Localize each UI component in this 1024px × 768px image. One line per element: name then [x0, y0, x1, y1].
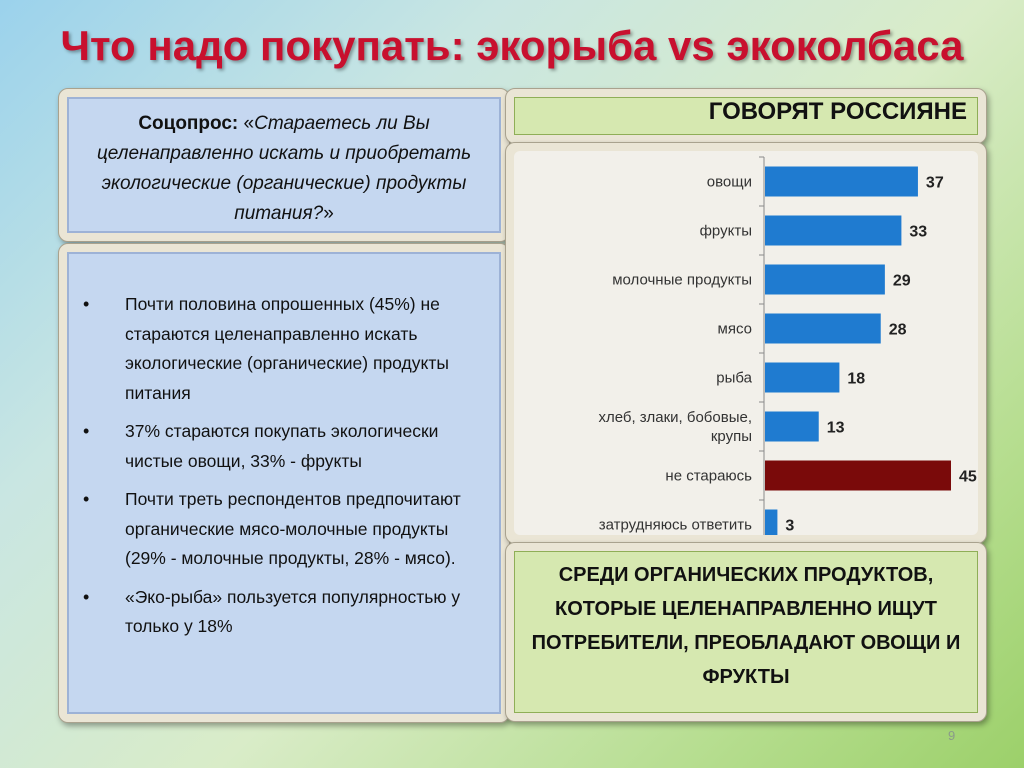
bar: [765, 166, 918, 197]
bar-chart: 37 овощи 33 фрукты 29 молочные продукты 28 мясо…: [598, 156, 977, 550]
chart-frame: 37 овощи 33 фрукты 29 молочные продукты 28 мясо…: [505, 142, 987, 550]
bar-value-label: 37: [926, 175, 944, 192]
survey-label: Соцопрос:: [138, 113, 239, 134]
bar: [765, 509, 778, 540]
bar: [765, 264, 885, 295]
category-label: хлеб, злаки, бобовые, крупы: [598, 409, 752, 445]
bar-value-label: 13: [827, 420, 845, 437]
chart-area: 37 овощи 33 фрукты 29 молочные продукты 28 мясо…: [514, 151, 978, 550]
category-label: рыба: [716, 370, 752, 387]
page-number: 9: [948, 728, 956, 743]
chart-header-frame: ГОВОРЯТ РОССИЯНЕ: [505, 88, 987, 144]
category-label: овощи: [707, 174, 752, 191]
survey-frame: Соцопрос: «Стараетесь ли Вы целенаправле…: [58, 88, 510, 242]
findings-frame: Почти половина опрошенных (45%) не стара…: [58, 243, 510, 723]
bar: [765, 313, 881, 344]
findings-list: Почти половина опрошенных (45%) не стара…: [83, 290, 491, 642]
bar-value-label: 45: [959, 469, 977, 486]
survey-close-quote: »: [323, 203, 334, 224]
category-label: мясо: [718, 321, 752, 338]
slide-title: Что надо покупать: экорыба vs экоколбаса: [60, 22, 964, 69]
bar: [765, 215, 902, 246]
finding-item: 37% стараются покупать экологически чист…: [83, 417, 491, 476]
category-label: фрукты: [700, 223, 752, 240]
survey-question-box: Соцопрос: «Стараетесь ли Вы целенаправле…: [67, 97, 501, 233]
category-label: не стараюсь: [665, 468, 752, 485]
bar: [765, 411, 819, 442]
bar-value-label: 28: [889, 322, 907, 339]
bar-value-label: 29: [893, 273, 911, 290]
bar-value-label: 33: [909, 224, 927, 241]
finding-item: Почти половина опрошенных (45%) не стара…: [83, 290, 491, 408]
bar: [765, 362, 840, 393]
survey-question: Стараетесь ли Вы целенаправленно искать …: [96, 113, 472, 224]
chart-header: ГОВОРЯТ РОССИЯНЕ: [514, 97, 978, 135]
finding-item: «Эко-рыба» пользуется популярностью у то…: [83, 583, 491, 642]
findings-box: Почти половина опрошенных (45%) не стара…: [67, 252, 501, 714]
category-label: затрудняюсь ответить: [599, 517, 752, 534]
bar-value-label: 18: [847, 371, 865, 388]
summary-text: СРЕДИ ОРГАНИЧЕСКИХ ПРОДУКТОВ, КОТОРЫЕ ЦЕ…: [514, 551, 978, 713]
bar-value-label: 3: [785, 518, 794, 535]
survey-open-quote: «: [238, 113, 255, 134]
finding-item: Почти треть респондентов предпочитают ор…: [83, 485, 491, 574]
bar: [765, 460, 951, 491]
category-label: молочные продукты: [612, 272, 752, 289]
summary-frame: СРЕДИ ОРГАНИЧЕСКИХ ПРОДУКТОВ, КОТОРЫЕ ЦЕ…: [505, 542, 987, 722]
